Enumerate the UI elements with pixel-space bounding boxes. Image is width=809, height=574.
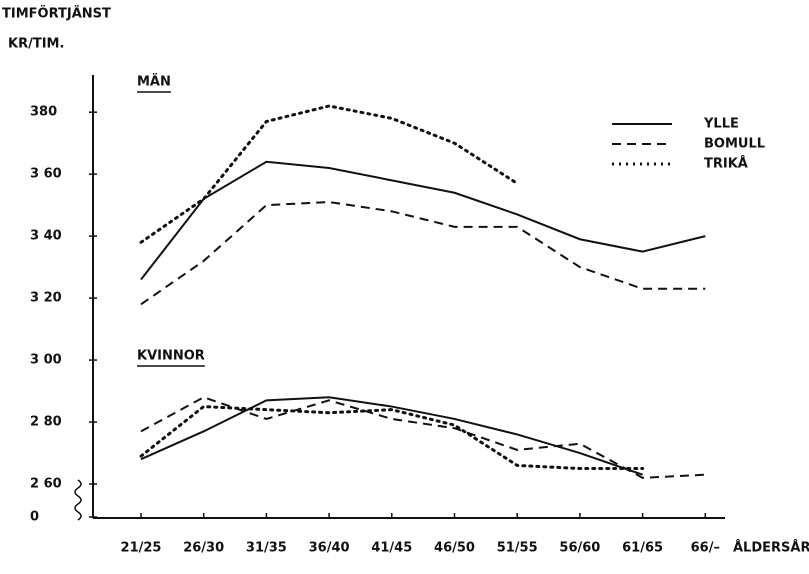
y-axis-label: TIMFÖRTJÄNST [2,6,111,22]
x-tick-label: 41/45 [371,541,412,556]
y-axis-label: KR/TIM. [8,37,64,52]
y-tick-label: 2 80 [30,415,62,430]
y-tick-label: 0 [30,510,39,525]
x-tick-label: 36/40 [309,541,350,556]
legend-label: BOMULL [704,137,765,152]
x-tick-label: 61/65 [622,541,663,556]
line-series [140,396,706,479]
y-tick-label: 3 40 [30,229,62,244]
y-tick-label: 3 60 [30,167,62,182]
x-tick-label: 51/55 [497,541,538,556]
line-series [140,160,706,281]
x-tick-label: 26/30 [183,541,224,556]
x-tick-label: 31/35 [246,541,287,556]
y-tick-label: 3 20 [30,291,62,306]
group-label: MÄN [137,74,171,90]
legend-label: TRIKÅ [704,156,748,172]
line-series [139,104,519,244]
x-tick-label: 21/25 [121,541,162,556]
x-axis-label: ÅLDERSÅR [733,540,809,556]
line-series [140,201,706,306]
group-label: KVINNOR [137,349,205,364]
legend-label: YLLE [703,117,739,132]
line-series [140,396,643,476]
axis-break [74,479,82,521]
y-tick-label: 2 60 [30,477,62,492]
line-series [139,405,645,471]
x-tick-label: 66/– [691,541,720,556]
x-tick-label: 46/50 [434,541,475,556]
y-tick-label: 3 00 [30,353,62,368]
y-tick-label: 380 [30,105,57,120]
x-tick-label: 56/60 [559,541,600,556]
